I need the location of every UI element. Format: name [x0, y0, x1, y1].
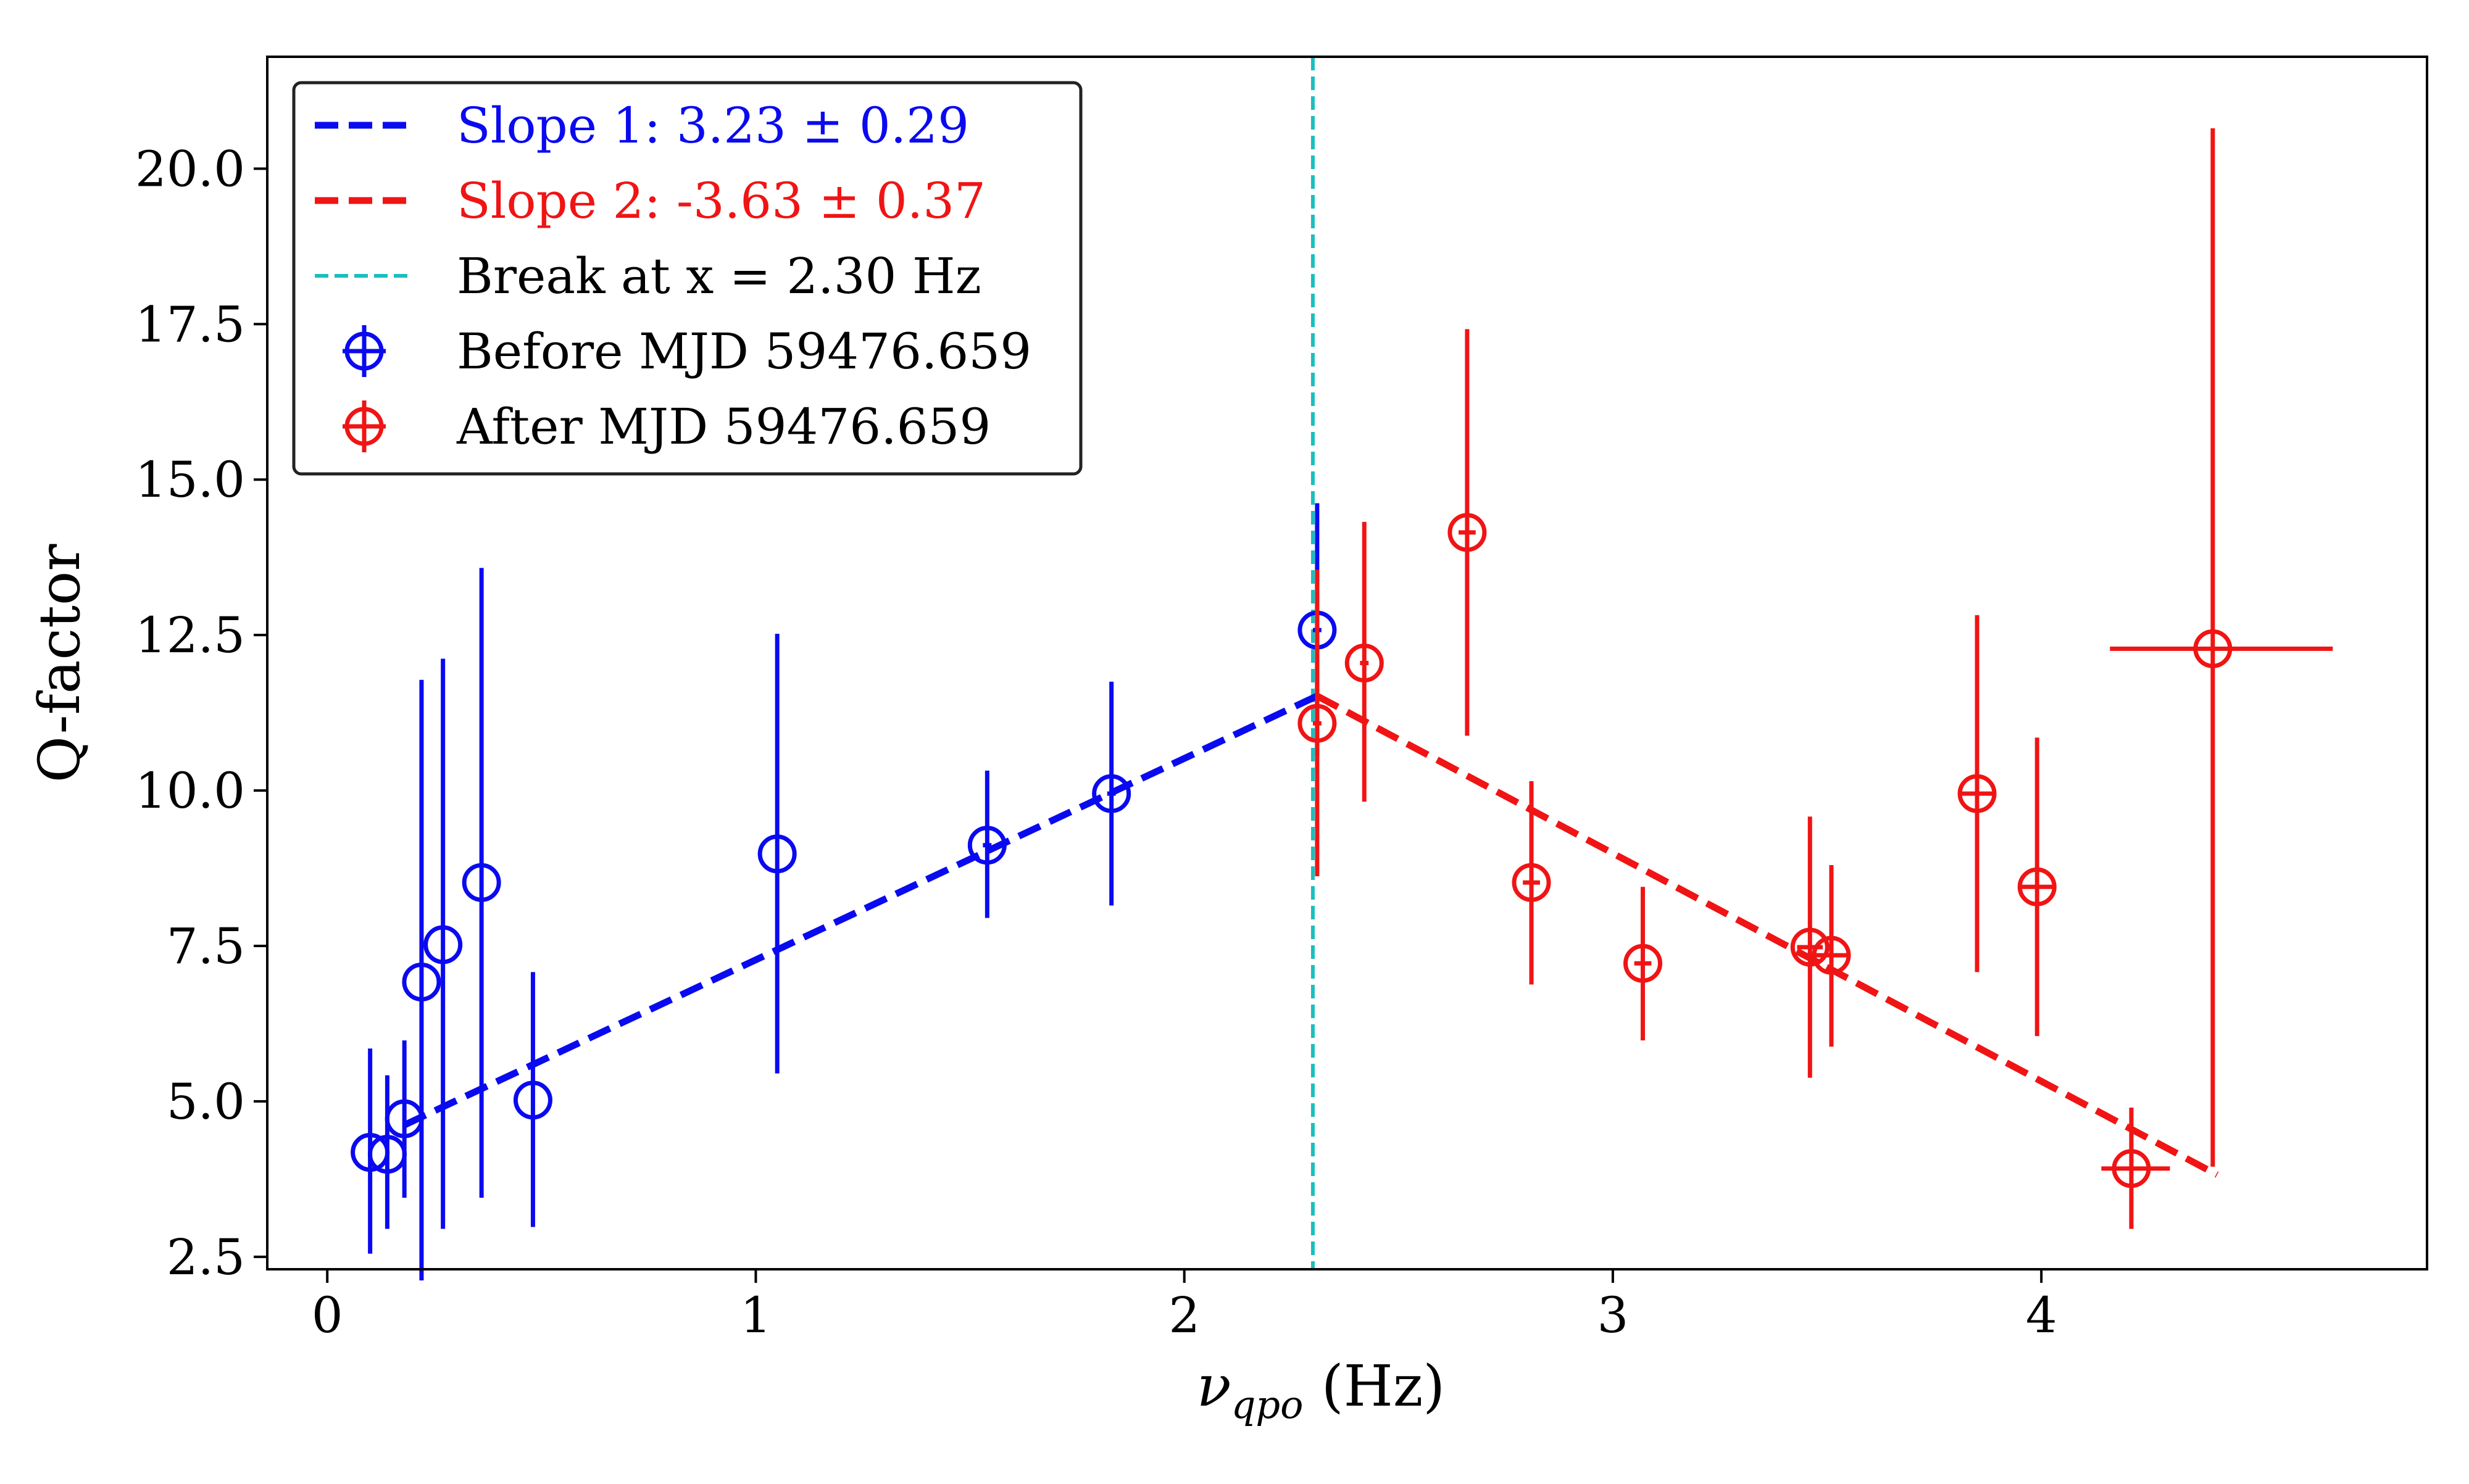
- y-tick-label-12.5: 12.5: [135, 607, 245, 664]
- legend-box: [292, 81, 1083, 476]
- legend-item-1-label: Slope 1: 3.23 ± 0.29: [457, 97, 969, 154]
- before-point-7: [513, 1080, 552, 1120]
- legend: Slope 1: 3.23 ± 0.29 Slope 2: -3.63 ± 0.3…: [292, 81, 1083, 476]
- after-point-3: [1447, 513, 1487, 552]
- x-axis-label-symbol: ν: [1197, 1353, 1231, 1419]
- after-point-11: [2193, 629, 2233, 668]
- y-tick-label-7.5: 7.5: [167, 918, 245, 975]
- x-tick-label-4: 4: [2026, 1287, 2057, 1344]
- legend-item-5-label: After MJD 59476.659: [456, 398, 991, 455]
- y-tick-label-2.5: 2.5: [167, 1229, 245, 1286]
- after-point-9: [2017, 867, 2057, 906]
- axes: 0 1 2 3 4 2.5 5.0 7.5 10.0 12.5 15.0 17.5 20.0: [135, 56, 2428, 1344]
- x-axis-label-unit: (Hz): [1303, 1353, 1445, 1419]
- after-point-4: [1512, 863, 1551, 902]
- y-tick-label-10.0: 10.0: [135, 762, 245, 819]
- before-point-5: [423, 925, 463, 964]
- after-point-8: [1957, 774, 1997, 813]
- legend-item-5-swatch-marker: [344, 407, 384, 446]
- before-point-9: [967, 826, 1007, 865]
- y-tick-label-5.0: 5.0: [167, 1073, 245, 1130]
- x-tick-label-1: 1: [740, 1287, 772, 1344]
- x-axis-label: νqpo (Hz): [1197, 1353, 1445, 1427]
- x-tick-label-0: 0: [312, 1287, 343, 1344]
- y-tick-label-15.0: 15.0: [135, 451, 245, 508]
- legend-item-4-label: Before MJD 59476.659: [457, 323, 1031, 380]
- after-point-1: [1297, 703, 1337, 743]
- plot-frame: [266, 56, 2428, 1271]
- after-point-10: [2112, 1149, 2151, 1188]
- y-axis-label: Q-factor: [27, 544, 93, 783]
- after-point-6: [1790, 927, 1830, 967]
- x-tick-label-2: 2: [1168, 1287, 1200, 1344]
- legend-item-3-label: Break at x = 2.30 Hz: [457, 247, 981, 305]
- after-point-5: [1623, 943, 1663, 983]
- fit-line-2: [1315, 693, 2219, 1178]
- plot-layer: [351, 57, 2333, 1281]
- before-point-8: [757, 834, 797, 874]
- before-point-10: [1092, 774, 1131, 813]
- before-point-6: [462, 863, 501, 902]
- x-tick-label-3: 3: [1597, 1287, 1628, 1344]
- before-point-4: [402, 962, 441, 1001]
- legend-item-4-swatch-marker: [344, 331, 384, 371]
- after-point-2: [1344, 644, 1384, 682]
- legend-item-2-label: Slope 2: -3.63 ± 0.37: [457, 172, 986, 230]
- y-tick-label-20.0: 20.0: [135, 140, 245, 197]
- y-tick-label-17.5: 17.5: [135, 296, 245, 353]
- x-axis-label-subscript: qpo: [1231, 1382, 1304, 1427]
- after-point-7: [1812, 935, 1851, 975]
